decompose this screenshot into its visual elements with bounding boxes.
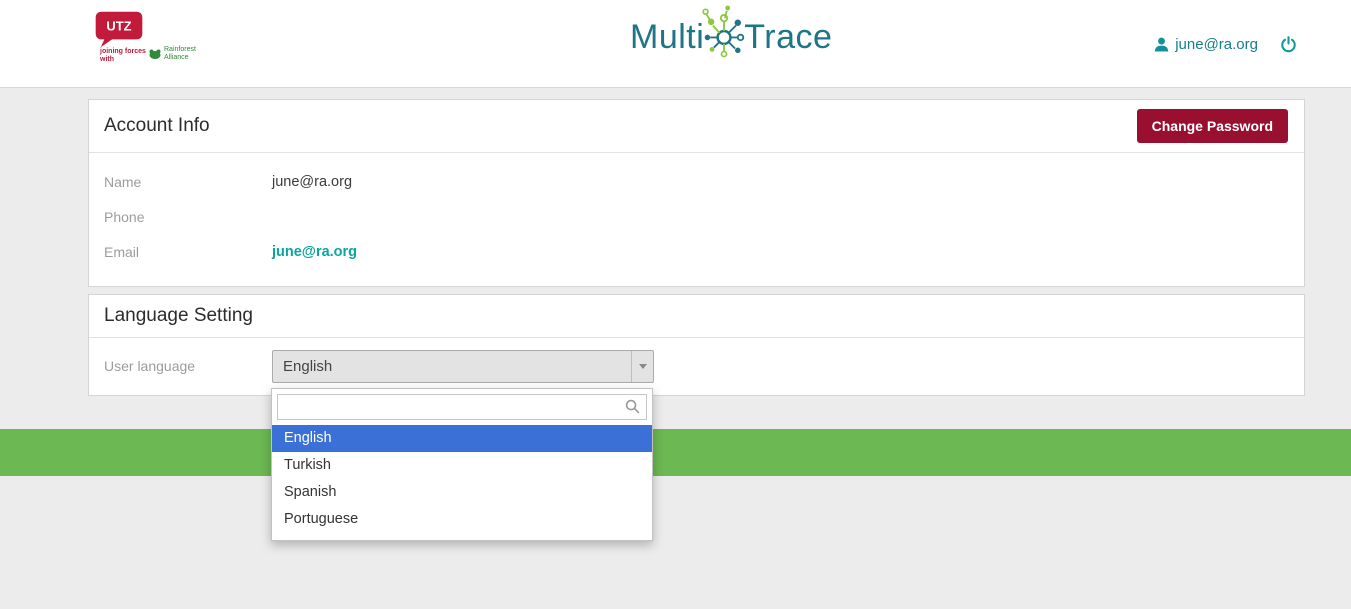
field-row-email: Email june@ra.org — [104, 234, 1304, 269]
language-option-english[interactable]: English — [272, 425, 652, 452]
top-header: UTZ joining forces with Rainforest Allia… — [0, 0, 1351, 88]
email-label: Email — [104, 243, 140, 260]
account-info-panel: Account Info Change Password Name june@r… — [88, 99, 1305, 287]
language-option-spanish[interactable]: Spanish — [284, 484, 337, 500]
language-setting-title: Language Setting — [104, 305, 253, 326]
multitrace-logo[interactable]: Multi — [630, 5, 833, 66]
name-label: Name — [104, 173, 142, 190]
change-password-button[interactable]: Change Password — [1136, 109, 1288, 143]
language-search-input[interactable] — [277, 394, 647, 420]
utz-flag-text: UTZ — [106, 19, 131, 34]
user-language-label: User language — [104, 358, 196, 374]
email-link[interactable]: june@ra.org — [272, 243, 358, 260]
brand-text-multi: Multi — [630, 17, 705, 56]
language-setting-body: User language English — [89, 338, 1304, 383]
search-icon — [625, 399, 640, 414]
user-icon — [1155, 37, 1169, 51]
utz-tagline: joining forces with — [100, 48, 146, 63]
rainforest-alliance-frog-icon — [149, 49, 161, 59]
account-info-body: Name june@ra.org Phone Email june@ra.org — [89, 153, 1304, 269]
rainforest-alliance-label: Rainforest Alliance — [164, 46, 196, 61]
footer-bar — [0, 429, 1351, 476]
language-setting-panel: Language Setting User language English — [88, 294, 1305, 396]
select-arrow-zone — [631, 351, 653, 382]
header-user-area: june@ra.org — [1154, 0, 1297, 88]
multitrace-network-icon — [702, 5, 745, 58]
name-value: june@ra.org — [272, 173, 353, 190]
phone-label: Phone — [104, 208, 145, 225]
user-menu[interactable]: june@ra.org — [1154, 36, 1258, 53]
language-dropdown: English Turkish Spanish Portuguese — [271, 388, 653, 541]
rainforest-alliance-logo: Rainforest Alliance — [148, 46, 208, 62]
account-info-title: Account Info — [104, 115, 210, 136]
logout-button[interactable] — [1280, 35, 1297, 53]
user-email: june@ra.org — [1175, 35, 1258, 53]
user-language-select[interactable]: English — [272, 350, 654, 383]
field-row-name: Name june@ra.org — [104, 164, 1304, 199]
language-option-turkish[interactable]: Turkish — [284, 457, 331, 473]
account-info-header: Account Info Change Password — [89, 100, 1304, 153]
utz-flag-icon: UTZ — [95, 11, 143, 48]
selected-language: English — [283, 358, 333, 375]
language-option-portuguese[interactable]: Portuguese — [284, 511, 359, 527]
utz-logo: UTZ joining forces with Rainforest Allia… — [88, 8, 208, 72]
language-setting-header: Language Setting — [89, 295, 1304, 338]
chevron-down-icon — [638, 364, 647, 369]
dropdown-search-wrap — [272, 389, 652, 425]
power-icon — [1281, 35, 1296, 52]
brand-text-trace: Trace — [744, 17, 833, 56]
field-row-phone: Phone — [104, 199, 1304, 234]
